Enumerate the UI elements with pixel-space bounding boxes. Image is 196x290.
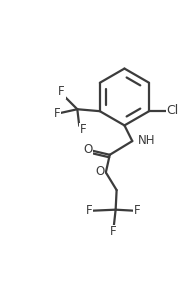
Text: F: F — [110, 225, 117, 238]
Text: F: F — [133, 204, 140, 217]
Text: F: F — [58, 85, 65, 98]
Text: O: O — [83, 143, 93, 156]
Text: F: F — [54, 107, 60, 120]
Text: F: F — [80, 123, 86, 136]
Text: F: F — [86, 204, 93, 217]
Text: NH: NH — [138, 134, 155, 147]
Text: Cl: Cl — [166, 104, 179, 117]
Text: O: O — [95, 165, 105, 178]
